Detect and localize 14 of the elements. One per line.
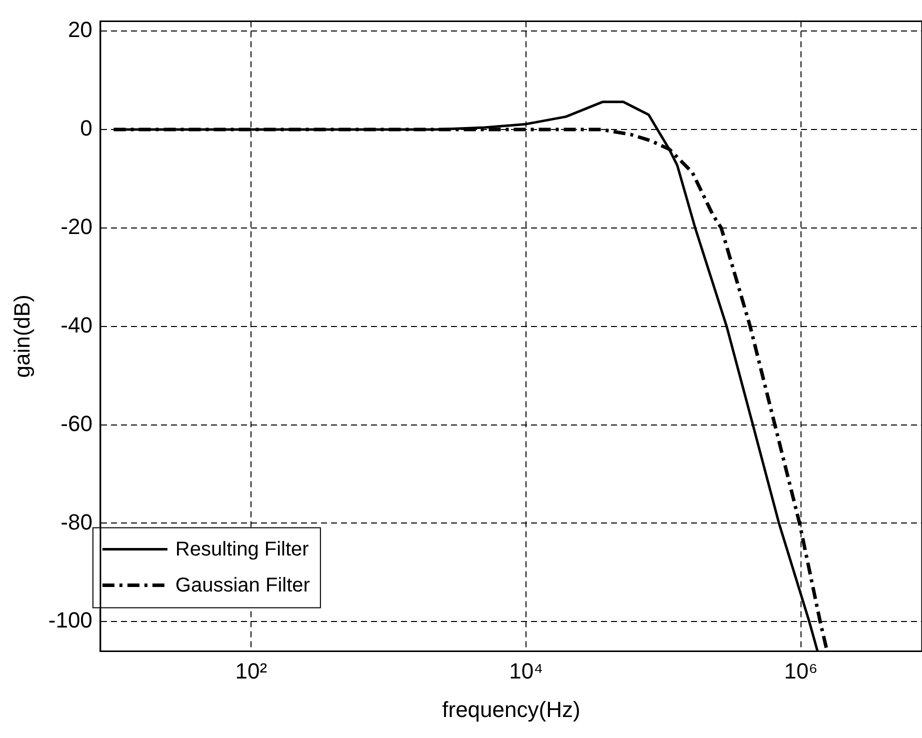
x-axis-title: frequency(Hz): [442, 696, 580, 722]
y-tick-label: -100: [48, 608, 92, 633]
y-tick-label: -80: [60, 509, 92, 534]
x-tick-label: 10⁴: [509, 658, 544, 684]
y-tick-label: -20: [60, 214, 92, 239]
y-tick-label: 0: [80, 116, 92, 141]
legend-label: Gaussian Filter: [175, 574, 310, 597]
x-tick-label: 10²: [235, 658, 268, 684]
x-tick-label: 10⁶: [784, 658, 818, 684]
y-axis-title: gain(dB): [9, 294, 34, 378]
y-tick-label: 20: [68, 17, 92, 42]
y-tick-label: -40: [60, 312, 92, 338]
y-tick-label: -60: [60, 410, 92, 436]
legend-label: Resulting Filter: [175, 538, 310, 561]
